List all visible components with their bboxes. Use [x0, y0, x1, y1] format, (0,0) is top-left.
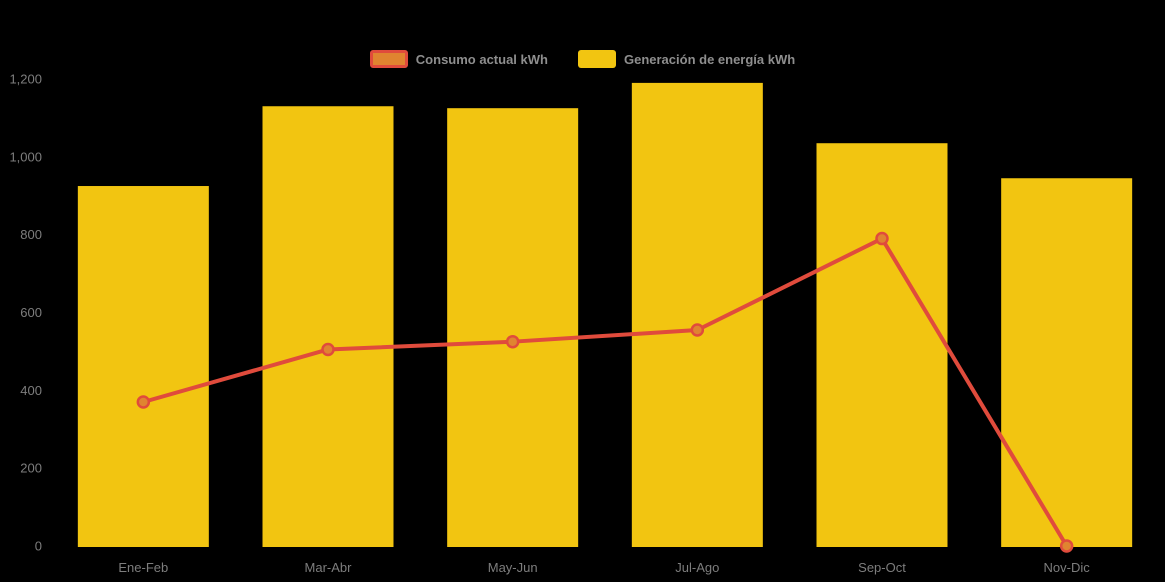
x-axis-tick-label: Nov-Dic: [1044, 560, 1091, 575]
y-axis-tick-label: 0: [35, 539, 42, 554]
bar-may-jun[interactable]: [447, 108, 579, 547]
x-axis-tick-label: Sep-Oct: [858, 560, 906, 575]
legend-swatch-bar-icon: [577, 50, 616, 68]
x-axis-tick-label: Mar-Abr: [305, 560, 353, 575]
bar-sep-oct[interactable]: [816, 143, 948, 547]
bar-jul-ago[interactable]: [631, 82, 763, 548]
bar-mar-abr[interactable]: [262, 106, 394, 547]
x-axis-tick-label: Jul-Ago: [675, 560, 719, 575]
data-point-may-jun[interactable]: [505, 334, 520, 349]
legend-label-generacion-energia: Generación de energía kWh: [623, 51, 796, 67]
chart-legend: Consumo actual kWh Generación de energía…: [0, 50, 1165, 68]
legend-swatch-line-icon: [369, 50, 408, 68]
data-point-jul-ago[interactable]: [690, 323, 705, 337]
y-axis-tick-label: 200: [20, 461, 42, 476]
bar-nov-dic[interactable]: [1001, 178, 1133, 548]
data-point-nov-dic[interactable]: [1059, 539, 1074, 553]
y-axis-tick-label: 1,200: [9, 72, 42, 87]
data-point-sep-oct[interactable]: [875, 231, 889, 246]
data-point-ene-feb[interactable]: [136, 395, 151, 409]
data-point-mar-abr[interactable]: [321, 342, 335, 357]
bar-ene-feb[interactable]: [77, 186, 209, 548]
x-axis-tick-label: Ene-Feb: [118, 560, 168, 575]
y-axis-tick-label: 800: [20, 227, 42, 242]
y-axis-tick-label: 600: [20, 305, 42, 320]
legend-label-consumo-actual: Consumo actual kWh: [415, 51, 548, 67]
y-axis-tick-label: 400: [20, 383, 42, 398]
x-axis-tick-label: May-Jun: [488, 560, 538, 575]
legend-item-consumo-actual[interactable]: Consumo actual kWh: [369, 50, 548, 68]
legend-item-generacion-energia[interactable]: Generación de energía kWh: [577, 50, 796, 68]
y-axis-tick-label: 1,000: [9, 149, 42, 164]
consumo-line: [141, 236, 1069, 548]
